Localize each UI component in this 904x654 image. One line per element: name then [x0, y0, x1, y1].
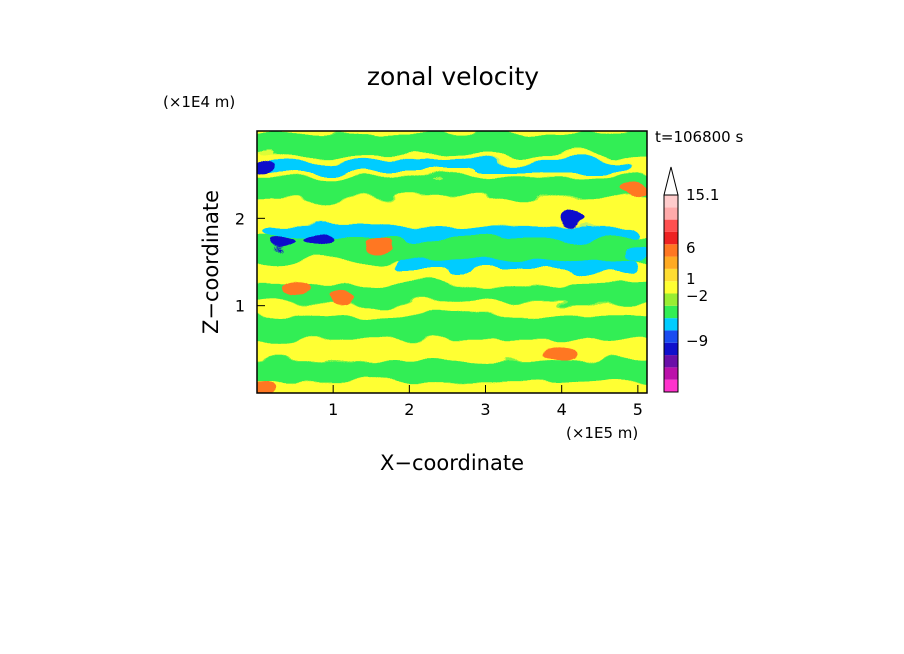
- colorbar-segment: [664, 342, 678, 356]
- colorbar-segment: [664, 293, 678, 306]
- colorbar-segment: [664, 244, 678, 257]
- field-blob: [620, 246, 647, 261]
- field-band: [264, 225, 638, 238]
- plot-area: [257, 131, 647, 393]
- y-unit-label: (×1E4 m): [163, 93, 235, 111]
- colorbar-segment: [664, 355, 678, 368]
- field-band: [394, 260, 638, 273]
- colorbar-segment: [664, 256, 678, 269]
- x-tick-label: 5: [633, 400, 643, 419]
- field-band-green: [257, 133, 647, 155]
- field-blob: [559, 211, 588, 226]
- x-axis-label: X−coordinate: [380, 451, 524, 475]
- plot-frame: [256, 130, 648, 394]
- field-blob: [547, 346, 576, 361]
- colorbar-segment: [664, 207, 678, 220]
- field-blob: [303, 233, 332, 248]
- field-blob: [616, 185, 645, 200]
- time-label: t=106800 s: [655, 128, 743, 146]
- x-unit-label: (×1E5 m): [566, 424, 638, 442]
- field-blob: [326, 289, 355, 304]
- colorbar-label: 15.1: [686, 186, 719, 204]
- colorbar-label: −9: [686, 332, 708, 350]
- y-axis: 12: [235, 209, 265, 316]
- chart-title: zonal velocity: [367, 62, 539, 91]
- field-band-green: [257, 360, 647, 382]
- colorbar-segment: [664, 330, 678, 343]
- x-axis: 1 2 3 4 5: [328, 385, 643, 419]
- colorbar-segment: [664, 305, 678, 319]
- field-blob: [284, 281, 313, 296]
- colorbar-label: −2: [686, 287, 708, 305]
- y-axis-label: Z−coordinate: [199, 190, 223, 334]
- x-tick-label: 1: [328, 400, 338, 419]
- colorbar-segment: [664, 281, 678, 294]
- field-blob: [364, 237, 393, 252]
- field-band-green: [257, 315, 647, 340]
- x-tick-label: 3: [480, 400, 490, 419]
- y-tick-label: 2: [235, 209, 245, 228]
- colorbar-frame: [663, 194, 679, 393]
- colorbar-label: 1: [686, 270, 696, 288]
- colorbar-segment: [664, 231, 678, 245]
- field-band: [264, 159, 631, 173]
- field-blob: [269, 237, 298, 252]
- velocity-field: [257, 133, 647, 393]
- x-tick-label: 4: [557, 400, 567, 419]
- colorbar-segment: [664, 219, 678, 232]
- colorbar-segment: [664, 268, 678, 282]
- x-tick-label: 2: [404, 400, 414, 419]
- field-blob: [257, 158, 279, 173]
- colorbar-arrow: [663, 166, 679, 196]
- field-band-green: [257, 177, 647, 199]
- field-blob: [257, 381, 279, 393]
- colorbar-label: 6: [686, 239, 696, 257]
- colorbar-segment: [664, 318, 678, 331]
- colorbar: 15.1 6 1−2 −9: [663, 166, 719, 393]
- y-tick-label: 1: [235, 297, 245, 316]
- field-band-green: [257, 236, 647, 262]
- colorbar-segment: [664, 195, 678, 208]
- colorbar-segment: [664, 367, 678, 380]
- colorbar-segment: [664, 379, 678, 392]
